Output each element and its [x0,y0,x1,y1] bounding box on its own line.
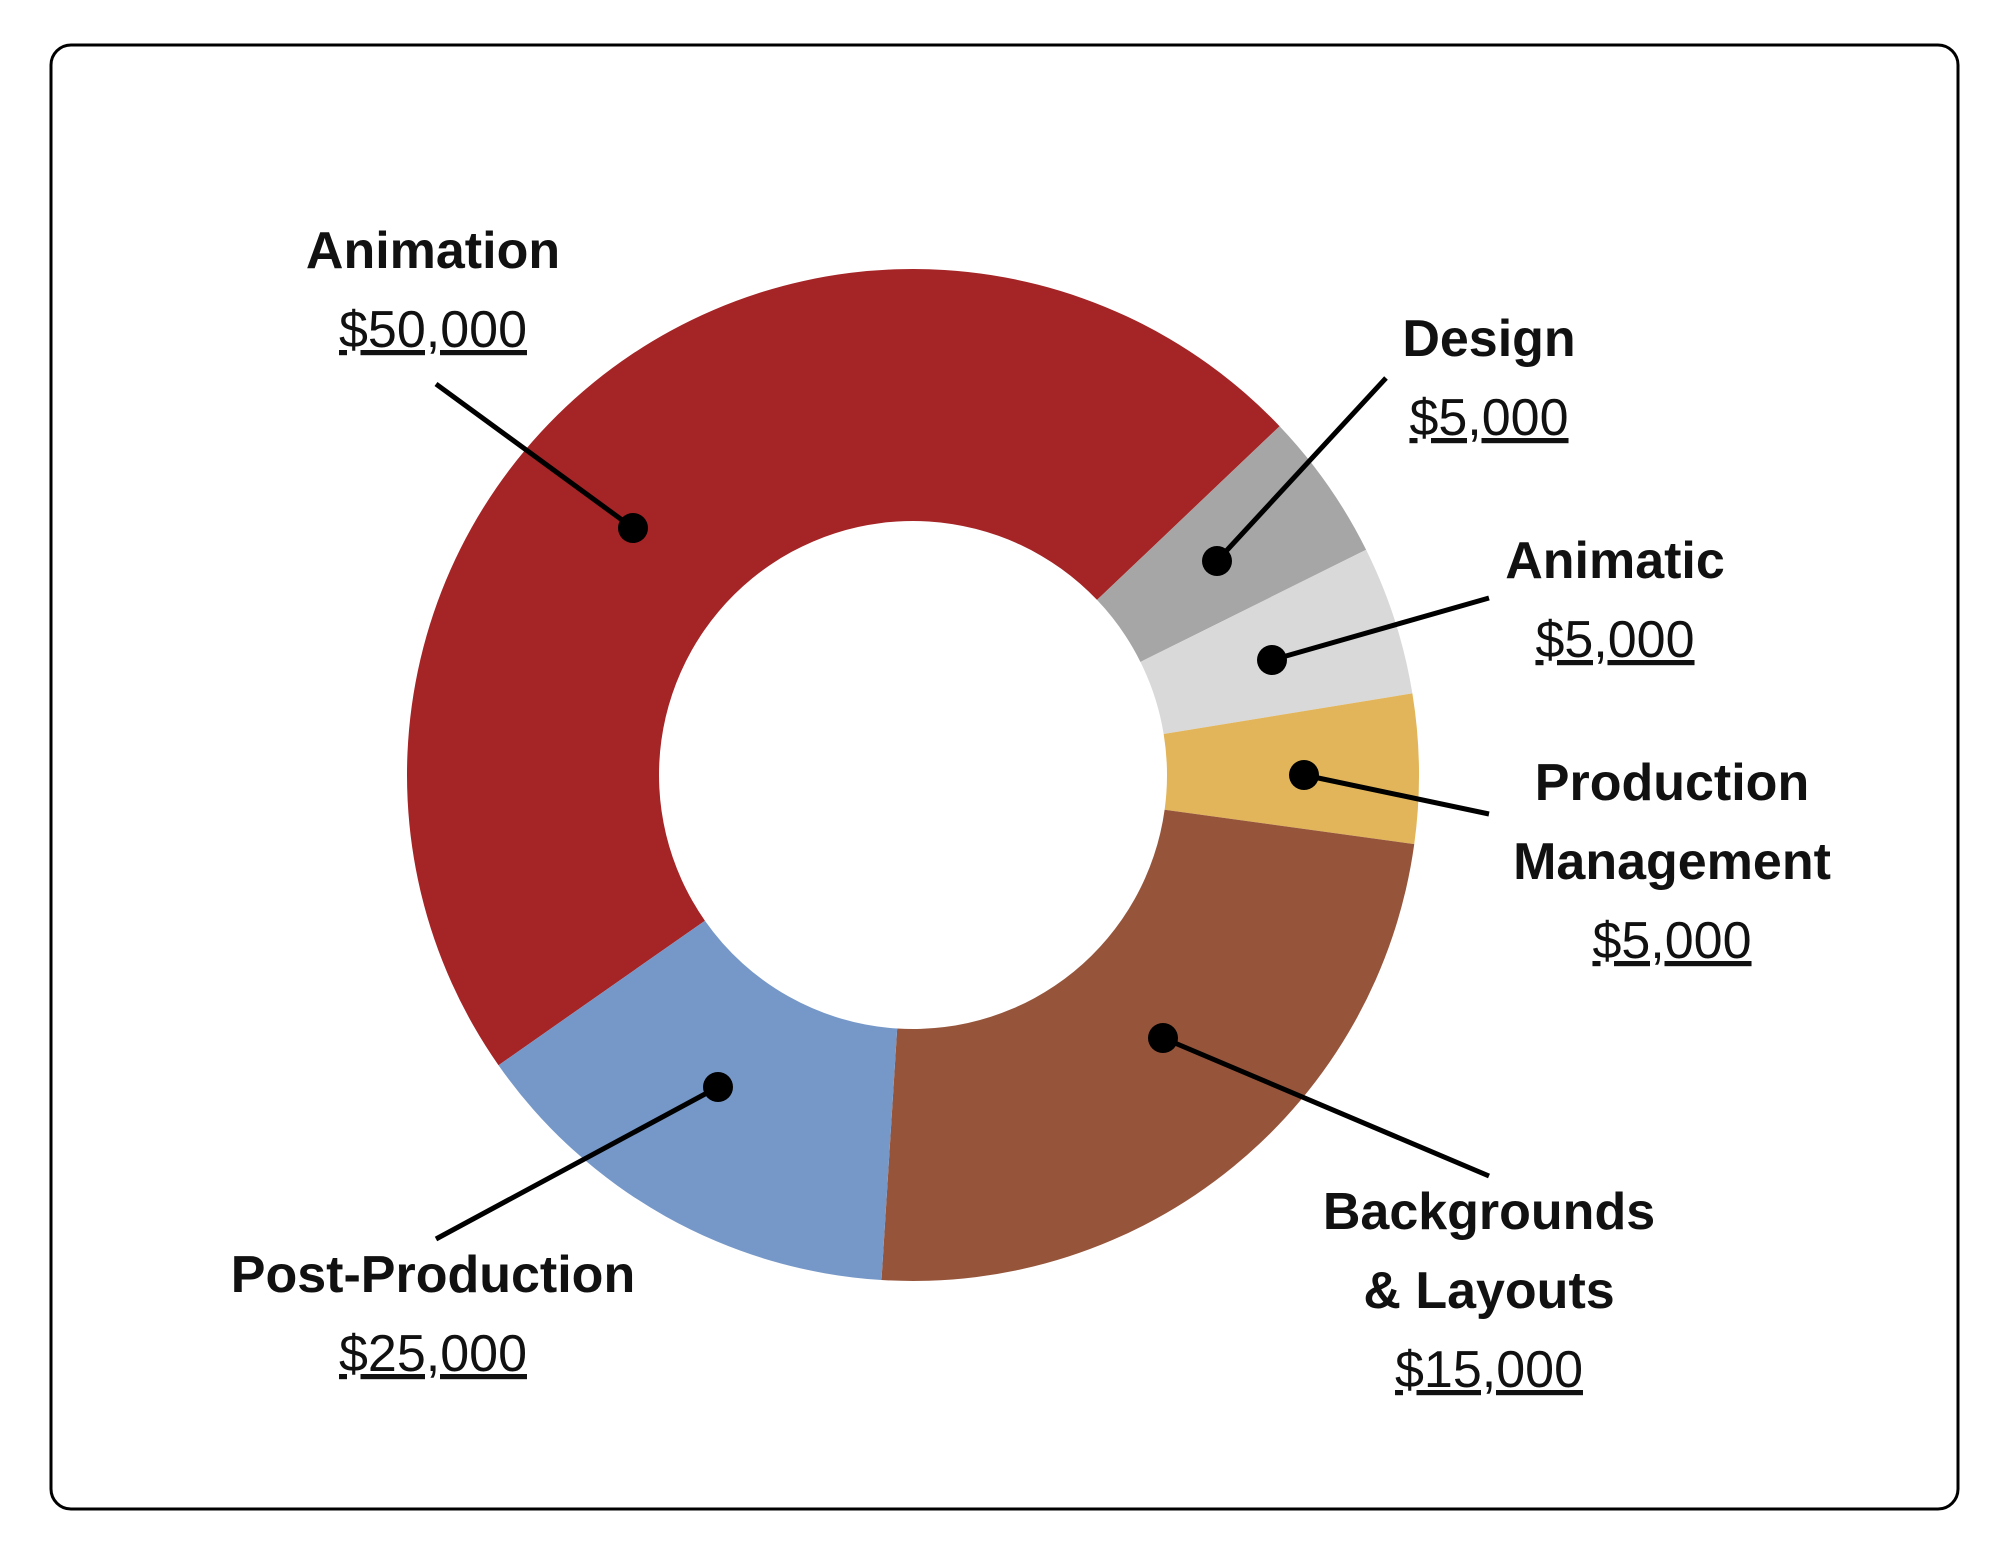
leader-line-post-production [434,1084,720,1242]
leader-dot-animatic [1257,645,1287,675]
leader-dot-post-production [703,1072,733,1102]
label-design: Design [1402,310,1575,368]
value-production-management: $5,000 [1592,912,1751,970]
leader-line-animatic [1271,595,1490,663]
slice-animation [406,268,1280,1066]
leader-line-animation [434,381,635,531]
label-backgrounds-line1: Backgrounds [1323,1183,1655,1241]
leader-line-production-management [1303,772,1490,817]
label-production-management-line2: Management [1513,833,1831,891]
label-post-production: Post-Production [231,1246,635,1304]
chart-frame [49,43,1960,1511]
label-animatic: Animatic [1505,532,1725,590]
label-backgrounds-line2: & Layouts [1363,1262,1614,1320]
leader-line-backgrounds [1162,1035,1490,1179]
leader-dot-animation [618,513,648,543]
value-backgrounds: $15,000 [1395,1341,1583,1399]
value-animatic: $5,000 [1535,611,1694,669]
leader-dot-production-management [1289,760,1319,790]
value-post-production: $25,000 [339,1325,527,1383]
leader-dot-backgrounds [1148,1023,1178,1053]
slices [406,268,1419,1281]
leader-dot-design [1202,546,1232,576]
slice-backgrounds-layouts [881,809,1415,1281]
label-animation: Animation [306,222,560,280]
slice-animatic [1140,549,1413,735]
value-design: $5,000 [1409,389,1568,447]
leader-line-design [1215,376,1388,563]
value-animation: $50,000 [339,301,527,359]
label-production-management-line1: Production [1535,754,1809,812]
